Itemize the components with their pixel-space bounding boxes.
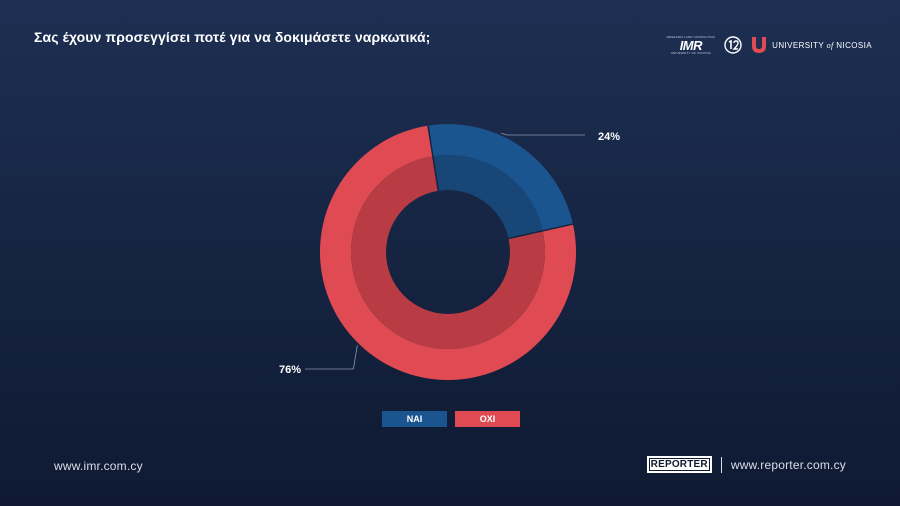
leader-line-nai	[501, 133, 585, 136]
footer-divider	[720, 456, 722, 473]
data-label-nai: 24%	[598, 131, 620, 143]
unic-shield-icon	[752, 37, 767, 53]
chart-legend: ΝΑΙ ΟΧΙ	[382, 411, 520, 427]
data-label-oxi: 76%	[279, 364, 301, 376]
imr-website-link[interactable]: www.imr.com.cy	[54, 459, 143, 473]
reporter-logo: REPORTER	[646, 456, 712, 473]
leader-line-oxi	[305, 345, 358, 370]
imr-logo: RESEARCH AND CONSULTING IMR UNIVERSITY O…	[666, 34, 716, 55]
footer-right: REPORTER www.reporter.com.cy	[646, 456, 846, 473]
unic-logo-text: UNIVERSITY of NICOSIA	[772, 40, 872, 50]
slice-separator-oxi	[508, 223, 574, 240]
donut-slice-oxi-inner	[350, 156, 545, 349]
logos: RESEARCH AND CONSULTING IMR UNIVERSITY O…	[667, 34, 872, 56]
reporter-website-link[interactable]: www.reporter.com.cy	[730, 457, 846, 472]
university-of-nicosia-logo: UNIVERSITY of NICOSIA	[751, 36, 872, 54]
imr-logo-tagline: RESEARCH AND CONSULTING	[666, 34, 716, 39]
anniversary-logo-icon	[724, 36, 742, 54]
donut-slice-nai-outer	[427, 124, 573, 231]
slice-separator-nai	[427, 125, 440, 191]
legend-item-oxi: ΟΧΙ	[455, 411, 520, 427]
donut-slice-nai-inner	[432, 154, 543, 239]
imr-logo-subtitle: UNIVERSITY OF NICOSIA	[670, 50, 712, 55]
legend-item-nai: ΝΑΙ	[382, 411, 447, 427]
imr-logo-text: IMR	[679, 37, 703, 53]
chart-title: Σας έχουν προσεγγίσει ποτέ για να δοκιμά…	[34, 29, 431, 45]
